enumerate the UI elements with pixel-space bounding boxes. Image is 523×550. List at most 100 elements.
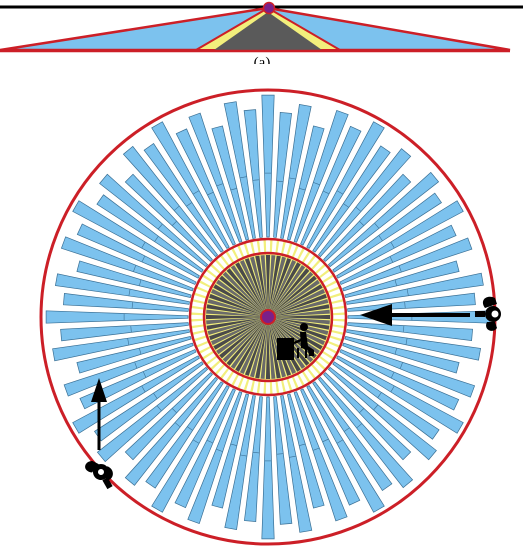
shelf-segment xyxy=(52,329,190,362)
shelf-divider xyxy=(299,443,306,446)
aisle-marker xyxy=(263,380,267,395)
shelf-segment xyxy=(174,388,236,509)
core-ray xyxy=(222,271,268,317)
aisle-marker xyxy=(314,359,327,371)
shelf-divider xyxy=(207,192,214,196)
core-ray xyxy=(250,317,268,378)
shelf-segment xyxy=(211,393,250,509)
shelf-segment xyxy=(63,342,194,397)
shelf-divider xyxy=(141,255,145,262)
core-ray xyxy=(268,262,301,317)
shelf-divider xyxy=(391,372,395,379)
shelf-segment xyxy=(124,376,219,486)
shelf-divider xyxy=(313,182,320,185)
shelf-divider xyxy=(193,190,200,195)
core-ray xyxy=(268,299,329,317)
shelf-divider xyxy=(343,203,349,208)
core-ray xyxy=(268,317,276,379)
approach-arrow-bottom-left xyxy=(91,378,107,450)
core-ray xyxy=(265,255,271,317)
aisle-marker xyxy=(296,247,306,261)
core-ray xyxy=(268,317,281,379)
shelf-segment xyxy=(344,260,460,299)
shelf-segment xyxy=(151,385,230,513)
aisle-marker xyxy=(306,367,317,380)
aisle-marker xyxy=(201,350,215,360)
aisle-marker xyxy=(286,242,293,257)
aisle-marker xyxy=(263,239,267,254)
shelf-divider xyxy=(230,443,237,446)
aisle-marker xyxy=(296,373,306,387)
aisle-marker xyxy=(318,268,331,279)
shelf-divider xyxy=(289,177,296,180)
core-ray xyxy=(216,279,268,317)
shelf-divider xyxy=(252,179,260,181)
aisle-marker xyxy=(191,329,206,336)
aisle-marker xyxy=(190,318,205,322)
shelf-segment xyxy=(72,200,200,279)
shelf-divider xyxy=(141,242,146,249)
core-ray xyxy=(211,288,268,317)
shelf-divider xyxy=(398,265,402,272)
core-ray xyxy=(268,271,314,317)
desk-operator-icon xyxy=(277,323,314,360)
aisle-marker xyxy=(331,305,346,310)
shelf-segment xyxy=(286,125,325,241)
shelf-segment xyxy=(187,391,243,525)
core-ray xyxy=(268,317,323,350)
core-ray xyxy=(206,309,268,317)
shelf-segment xyxy=(312,381,393,491)
core-ray xyxy=(260,317,268,379)
shelf-segment xyxy=(342,342,476,398)
shelf-segment xyxy=(243,109,263,238)
shelf-divider xyxy=(373,404,379,410)
shelf-segment xyxy=(312,145,391,253)
shelf-divider xyxy=(139,348,142,355)
shelf-segment xyxy=(300,125,362,246)
shelf-segment xyxy=(347,322,473,341)
shelf-segment xyxy=(143,143,224,253)
core-ray xyxy=(268,255,281,317)
shelf-segment xyxy=(60,322,189,342)
core-ray xyxy=(255,255,268,317)
aisle-marker xyxy=(310,363,322,376)
shelf-segment xyxy=(261,94,275,238)
shelf-divider xyxy=(130,325,132,333)
core-ray xyxy=(209,317,268,341)
shelf-segment xyxy=(211,125,250,241)
shelf-segment xyxy=(306,385,385,513)
shelf-segment xyxy=(124,372,213,461)
core-ray xyxy=(268,255,276,317)
shelf-segment xyxy=(339,349,460,411)
core-ray xyxy=(250,256,268,317)
core-ray xyxy=(268,317,327,341)
shelf-divider xyxy=(404,301,406,309)
aisle-marker xyxy=(190,324,205,329)
aisle-marker xyxy=(280,240,287,255)
core-ray xyxy=(268,258,292,317)
shelf-segment xyxy=(317,148,412,258)
shelf-divider xyxy=(389,256,393,263)
aisle-marker xyxy=(190,312,205,316)
aisle-marker xyxy=(275,380,280,395)
shelf-divider xyxy=(356,423,362,429)
aisle-marker xyxy=(198,345,212,355)
aisle-marker xyxy=(230,373,240,387)
core-ray xyxy=(226,268,268,317)
aisle-marker xyxy=(256,380,261,395)
aisle-marker xyxy=(291,244,299,259)
shelf-segment xyxy=(76,260,192,299)
aisle-marker xyxy=(193,292,208,299)
aisle-marker xyxy=(324,279,338,289)
core-ray xyxy=(206,317,268,325)
shelf-divider xyxy=(276,453,284,455)
core-ray xyxy=(268,309,330,317)
shelf-segment xyxy=(323,372,412,461)
shelf-divider xyxy=(143,371,147,378)
shelf-segment xyxy=(45,310,189,324)
aisle-marker xyxy=(193,335,208,342)
shelf-segment xyxy=(76,223,197,285)
shelf-segment xyxy=(336,200,464,279)
shelf-divider xyxy=(193,439,200,444)
core-ray xyxy=(230,317,268,369)
